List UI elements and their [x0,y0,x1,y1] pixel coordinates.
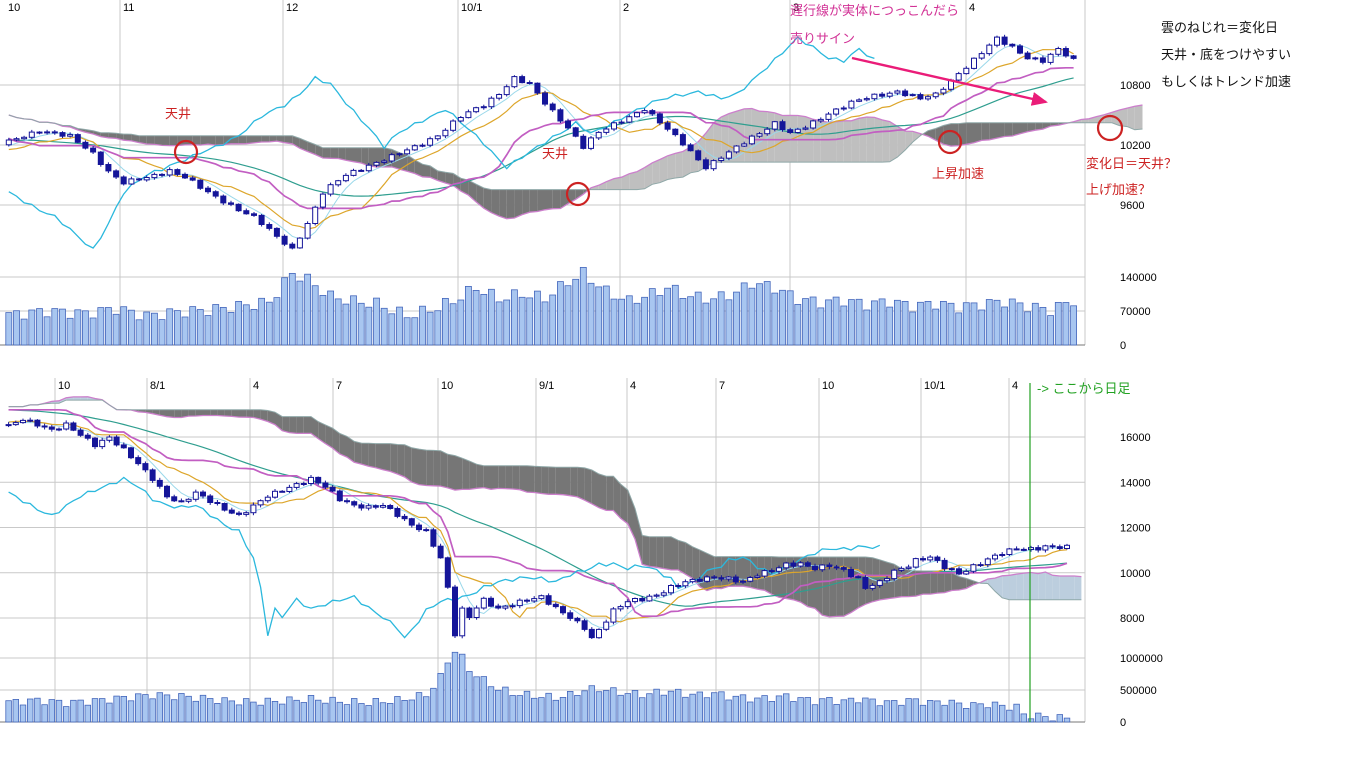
grid [0,0,1086,346]
volume-axis-label: 0 [1120,340,1126,352]
highlight-circle [937,129,963,155]
x-axis-label: 2 [623,2,629,14]
x-axis-label: 10 [822,380,834,392]
price-axis-label: 10800 [1120,80,1151,92]
x-axis-label: 4 [630,380,636,392]
kijun-line [8,408,1068,618]
volume-axis-label: 500000 [1120,685,1157,697]
chikou-line [8,36,875,249]
volume-bars [5,266,1077,346]
ichimoku-cloud [8,104,1143,220]
x-axis-label: 4 [969,2,975,14]
sell-signal-arrow [851,56,1048,106]
price-axis-label: 8000 [1120,613,1144,625]
grid [0,378,1086,723]
senkou-a-line [8,396,1082,618]
price-axis-label: 9600 [1120,200,1144,212]
volume-axis-label: 140000 [1120,272,1157,284]
axis-labels: 10 8/1 4 7 10 9/1 4 7 10 10/1 4 16000 14000 12000 1000… [58,380,1163,729]
candlesticks [5,34,1077,250]
highlight-circle [173,139,199,165]
kijun-line [8,66,1074,210]
price-axis-label: 14000 [1120,477,1151,489]
price-axis-label: 10200 [1120,140,1151,152]
daily-chart: 10 11 12 10/1 2 3 4 10800 10200 9600 140000 70000 0 [0,0,1157,352]
x-axis-label: 11 [123,2,134,14]
x-axis-label: 10 [8,2,20,14]
volume-axis-label: 1000000 [1120,653,1163,665]
price-axis-label: 16000 [1120,432,1151,444]
volume-bars [5,651,1071,723]
x-axis-label: 12 [286,2,298,14]
x-axis-label: 10/1 [461,2,482,14]
sma5-line [8,421,1068,629]
x-axis-label: 10/1 [924,380,945,392]
tenkan-line [8,420,1068,623]
ichimoku-cloud [8,396,1082,618]
highlight-circle [565,181,591,207]
price-axis-label: 10000 [1120,568,1151,580]
indicator-lines [8,408,1068,639]
axis-labels: 10 11 12 10/1 2 3 4 10800 10200 9600 140000 70000 0 [8,2,1157,352]
x-axis-label: 10 [58,380,70,392]
x-axis-label: 7 [719,380,725,392]
x-axis-label: 9/1 [539,380,554,392]
annotation-shapes [173,56,1124,722]
x-axis-label: 4 [253,380,259,392]
volume-axis-label: 70000 [1120,306,1151,318]
x-axis-label: 3 [793,2,799,14]
x-axis-label: 4 [1012,380,1018,392]
highlight-circle [1096,114,1124,142]
senkou-b-line [8,114,1143,191]
chikou-line [8,476,881,639]
senkou-a-line [8,104,1143,220]
candlesticks [5,417,1070,639]
x-axis-label: 10 [441,380,453,392]
sma34-line [8,77,1074,197]
x-axis-label: 8/1 [150,380,165,392]
price-axis-label: 12000 [1120,523,1151,535]
x-axis-label: 7 [336,380,342,392]
weekly-chart: 10 8/1 4 7 10 9/1 4 7 10 10/1 4 16000 14000 12000 1000… [0,378,1163,729]
volume-axis-label: 0 [1120,717,1126,729]
